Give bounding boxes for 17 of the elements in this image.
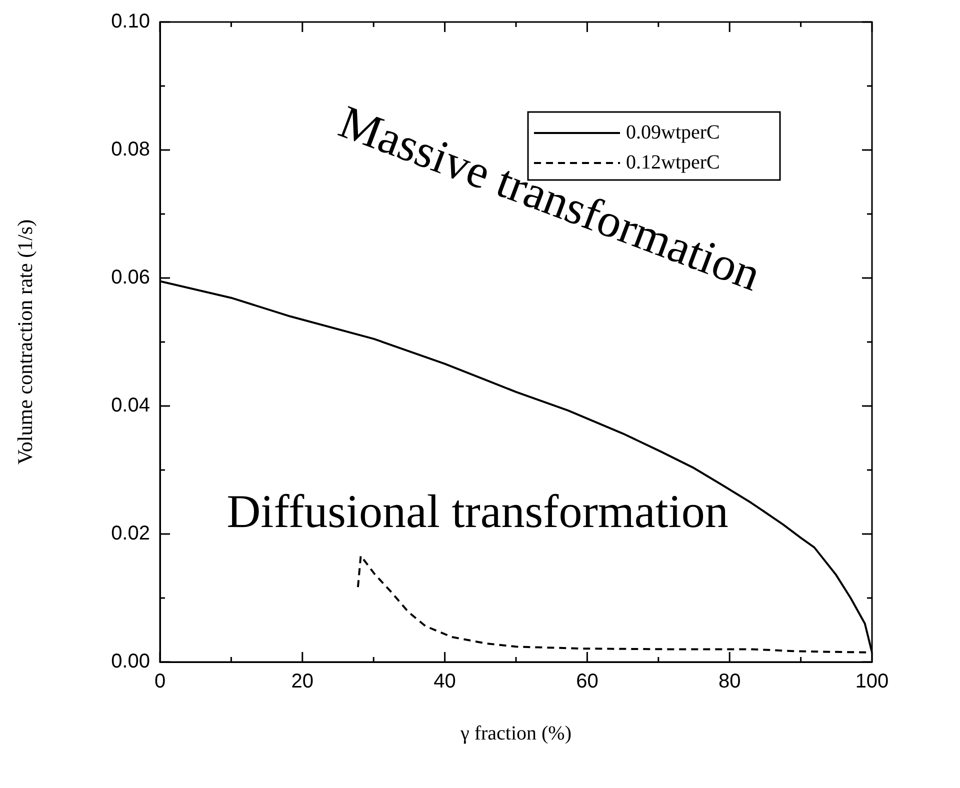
y-tick-label: 0.00 — [111, 650, 150, 673]
y-tick-label: 0.02 — [111, 522, 150, 545]
x-tick-label: 100 — [855, 670, 889, 693]
y-tick-label: 0.04 — [111, 394, 150, 417]
x-tick-label: 20 — [291, 670, 314, 693]
x-tick-label: 0 — [154, 670, 166, 693]
y-tick-label: 0.10 — [111, 10, 150, 33]
x-axis-title: γ fraction (%) — [459, 722, 572, 744]
y-tick-label: 0.06 — [111, 266, 150, 289]
annotation: Diffusional transformation — [226, 486, 728, 538]
x-tick-label: 80 — [718, 670, 741, 693]
y-tick-label: 0.08 — [111, 138, 150, 161]
x-tick-label: 40 — [434, 670, 456, 693]
y-axis-title: Volume contraction rate (1/s) — [13, 219, 38, 465]
legend-label: 0.09wtperC — [626, 121, 720, 144]
x-tick-label: 60 — [576, 670, 598, 693]
legend-label: 0.12wtperC — [626, 151, 720, 174]
